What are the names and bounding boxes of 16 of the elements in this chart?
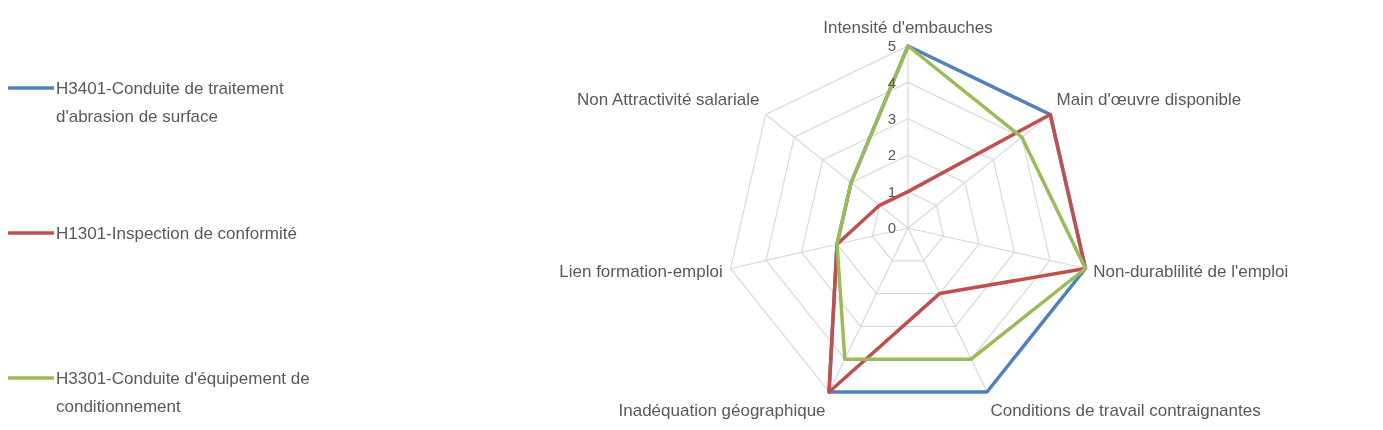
y-tick-label: 0 [887,219,896,237]
y-tick-label: 5 [887,37,896,55]
y-tick-label: 1 [887,182,896,200]
spoke-label: Conditions de travail contraignantes [990,401,1261,421]
spoke-label: Intensité d'embauches [823,17,993,37]
spoke-label: Non Attractivité salariale [577,89,760,109]
y-tick-label: 2 [887,146,896,164]
spoke-label: Main d'œuvre disponible [1056,89,1242,109]
legend-label: H1301-Inspection de conformité [56,223,297,243]
spoke-label: Inadéquation géographique [618,401,826,421]
legend-label: H3401-Conduite de traitement d'abrasion de surface [56,78,285,126]
legend-label: H3301-Conduite d'équipement de conditionnement [56,368,310,416]
y-tick-label: 3 [887,110,896,128]
y-tick-label: 4 [887,73,896,91]
spoke-label: Non-durablilité de l'emploi [1093,261,1289,281]
spoke-label: Lien formation-emploi [559,261,723,281]
